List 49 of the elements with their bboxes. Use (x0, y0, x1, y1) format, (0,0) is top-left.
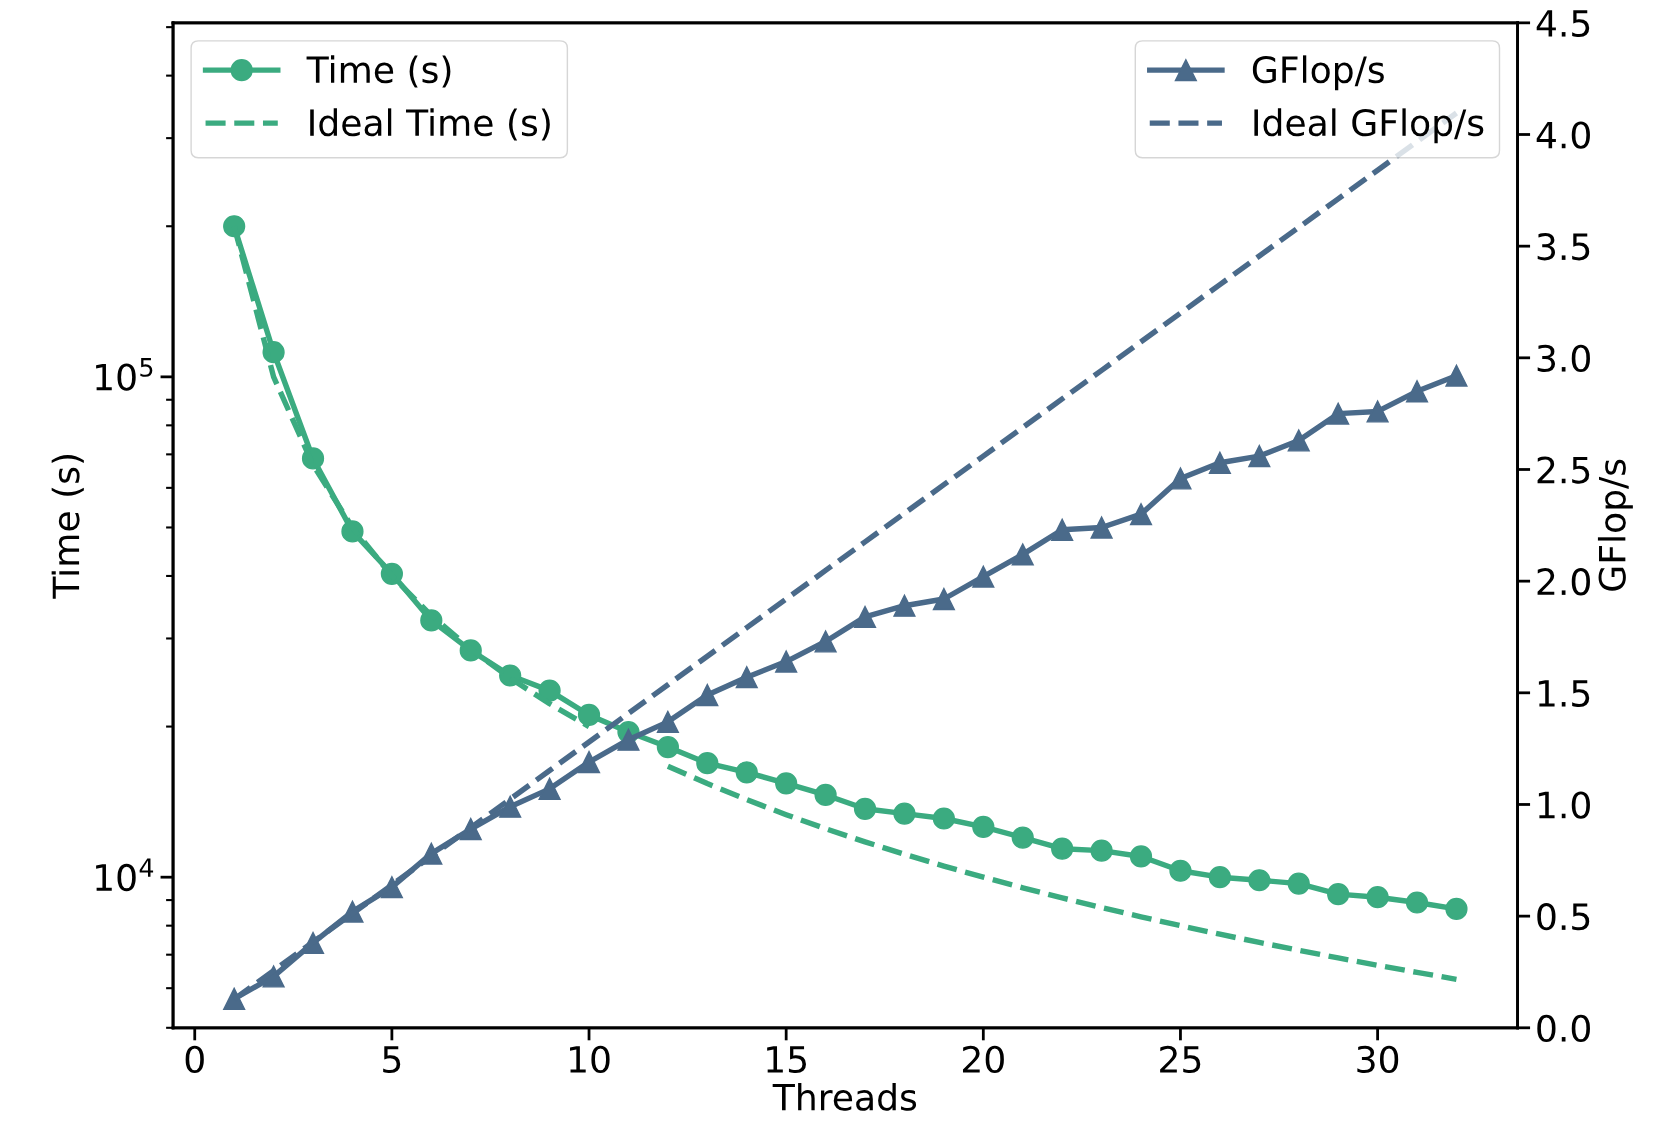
y2-tick-label: 2.5 (1537, 456, 1590, 484)
point (1129, 845, 1153, 868)
point (538, 679, 561, 702)
point (1011, 826, 1034, 849)
y2-tick-label: 0.5 (1537, 903, 1590, 931)
y-axis-title: Time (s) (51, 455, 84, 599)
point (893, 802, 916, 825)
point (1248, 869, 1271, 892)
point (696, 752, 719, 775)
legend-label: Time (s) (306, 55, 451, 88)
legend-label: GFlop/s (1252, 55, 1384, 91)
y2-tick-label: 4.0 (1536, 121, 1590, 149)
point (1327, 883, 1350, 906)
y2-tick-label: 1.0 (1538, 791, 1590, 819)
point (577, 703, 601, 727)
x-axis-title: Threads (772, 1082, 917, 1111)
point (735, 761, 758, 784)
y2-tick-label: 1.5 (1538, 680, 1590, 708)
point (1287, 872, 1310, 895)
legend-label: Ideal GFlop/s (1254, 108, 1484, 144)
y2-axis-title: GFlop/s (1597, 459, 1633, 591)
y2-tick-label: 2.0 (1537, 568, 1590, 596)
point (775, 772, 798, 795)
y2-tick-label: 3.0 (1537, 344, 1590, 373)
point (814, 783, 837, 807)
y2-tick-label: 3.5 (1537, 233, 1590, 261)
legend-label: Ideal Time (s) (310, 108, 550, 141)
x-tick-label: 5 (383, 1046, 401, 1074)
x-tick-label: 15 (767, 1046, 806, 1074)
y2-tick-label: 0.0 (1537, 1014, 1590, 1043)
x-tick-label: 0 (185, 1045, 204, 1074)
point (1090, 839, 1113, 862)
y-tick-label: 10$^{4}$ (96, 858, 154, 892)
point (932, 807, 955, 830)
point (1169, 859, 1192, 882)
x-tick-label: 20 (962, 1045, 1004, 1074)
y2-tick-label: 4.5 (1536, 10, 1590, 38)
point (1366, 886, 1389, 909)
x-tick-label: 25 (1160, 1045, 1201, 1074)
point (972, 815, 995, 839)
point (1208, 866, 1231, 889)
x-tick-label: 30 (1357, 1045, 1399, 1074)
point (1445, 897, 1468, 921)
point (853, 797, 877, 820)
point (1405, 891, 1429, 914)
y-tick-label: 10$^{5}$ (96, 358, 153, 391)
x-tick-label: 10 (570, 1045, 610, 1074)
point (1051, 837, 1074, 860)
point (656, 735, 679, 759)
